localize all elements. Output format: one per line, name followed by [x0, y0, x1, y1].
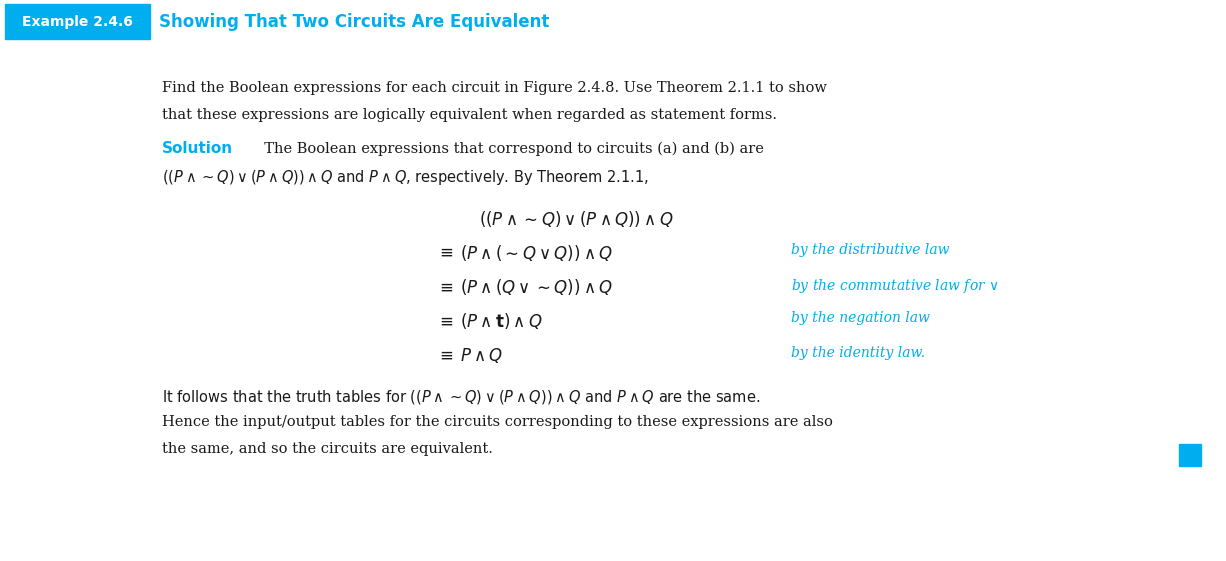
- Text: $((P \wedge {\sim}Q) \vee (P \wedge Q)) \wedge Q$: $((P \wedge {\sim}Q) \vee (P \wedge Q)) …: [479, 209, 673, 229]
- Text: $(P \wedge \mathbf{t}) \wedge Q$: $(P \wedge \mathbf{t}) \wedge Q$: [460, 311, 542, 332]
- Text: Hence the input/output tables for the circuits corresponding to these expression: Hence the input/output tables for the ci…: [162, 415, 832, 429]
- Text: $\equiv$: $\equiv$: [436, 277, 454, 295]
- Text: Showing That Two Circuits Are Equivalent: Showing That Two Circuits Are Equivalent: [159, 13, 549, 31]
- Text: $\equiv$: $\equiv$: [436, 243, 454, 261]
- Text: by the distributive law: by the distributive law: [791, 243, 949, 257]
- Text: Solution: Solution: [162, 141, 233, 157]
- FancyBboxPatch shape: [5, 4, 150, 39]
- Text: It follows that the truth tables for $((P \wedge {\sim}Q) \vee (P \wedge Q)) \we: It follows that the truth tables for $((…: [162, 388, 760, 406]
- Text: by the commutative law for $\vee$: by the commutative law for $\vee$: [791, 277, 999, 295]
- Text: by the identity law.: by the identity law.: [791, 346, 924, 360]
- Text: $\equiv$: $\equiv$: [436, 346, 454, 364]
- Text: $(P \wedge ({\sim}Q \vee Q)) \wedge Q$: $(P \wedge ({\sim}Q \vee Q)) \wedge Q$: [460, 243, 613, 263]
- Text: $\equiv$: $\equiv$: [436, 311, 454, 329]
- Text: Find the Boolean expressions for each circuit in Figure 2.4.8. Use Theorem 2.1.1: Find the Boolean expressions for each ci…: [162, 81, 826, 95]
- Text: that these expressions are logically equivalent when regarded as statement forms: that these expressions are logically equ…: [162, 108, 777, 122]
- Text: $P \wedge Q$: $P \wedge Q$: [460, 346, 503, 365]
- Text: $((P \wedge {\sim}Q) \vee (P \wedge Q)) \wedge Q$ and $P \wedge Q$, respectively: $((P \wedge {\sim}Q) \vee (P \wedge Q)) …: [162, 168, 649, 187]
- Text: the same, and so the circuits are equivalent.: the same, and so the circuits are equiva…: [162, 442, 493, 456]
- FancyBboxPatch shape: [1179, 444, 1201, 466]
- Text: by the negation law: by the negation law: [791, 311, 929, 325]
- Text: Example 2.4.6: Example 2.4.6: [22, 15, 132, 29]
- Text: $(P \wedge (Q \vee {\sim}Q)) \wedge Q$: $(P \wedge (Q \vee {\sim}Q)) \wedge Q$: [460, 277, 613, 297]
- Text: The Boolean expressions that correspond to circuits (a) and (b) are: The Boolean expressions that correspond …: [255, 141, 764, 156]
